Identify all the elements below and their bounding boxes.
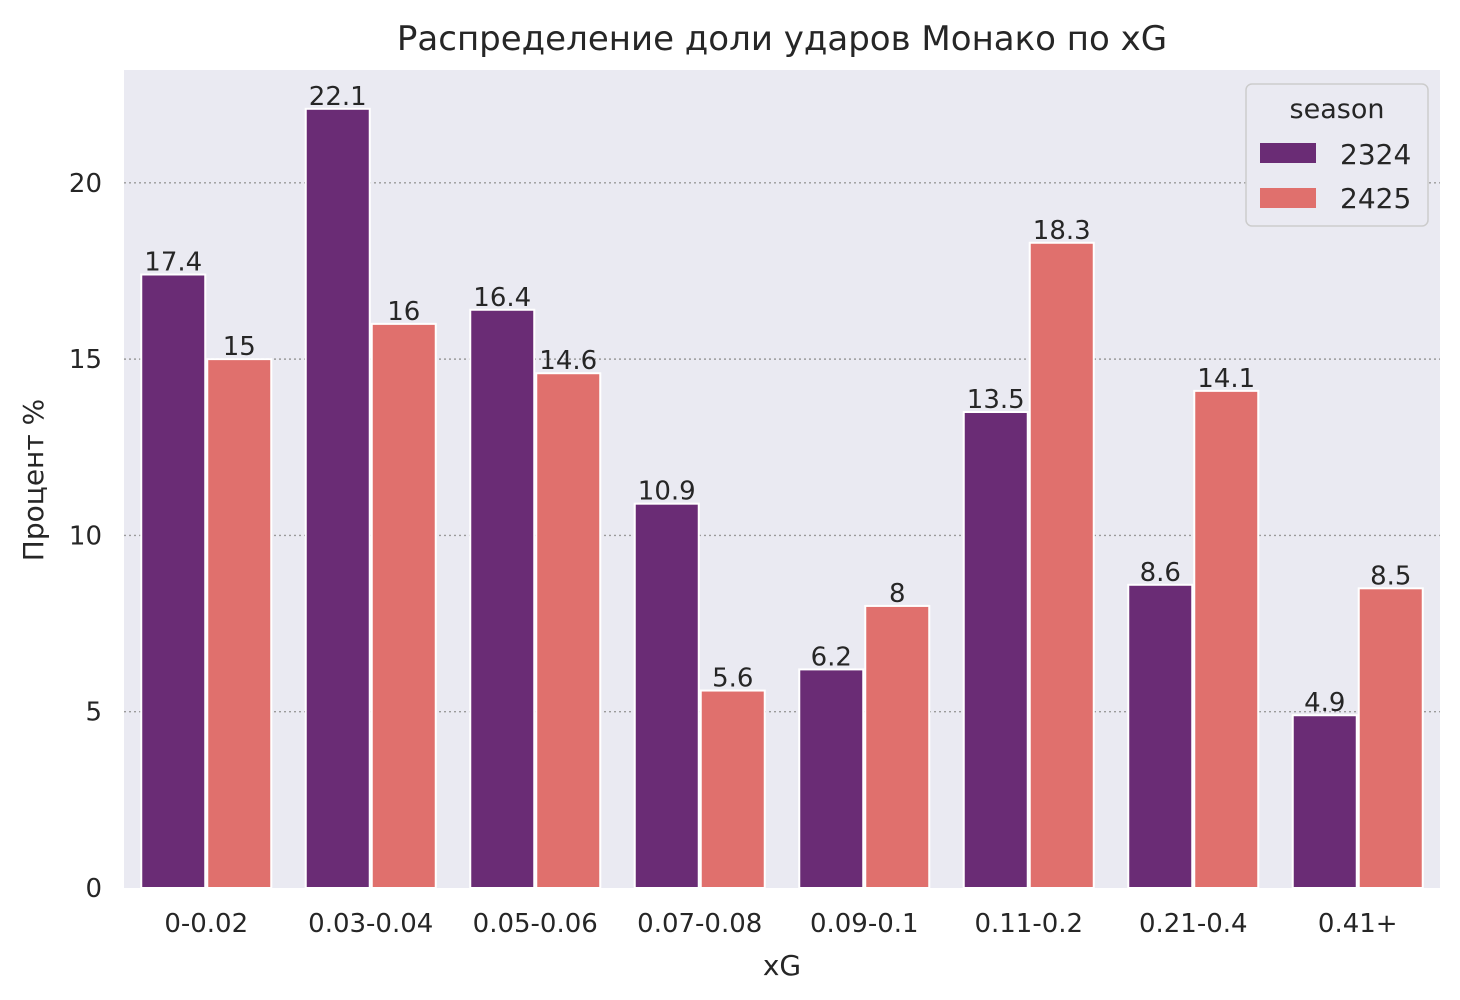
bar-label-2324-0.41+: 4.9 [1304,688,1345,718]
x-ticks: 0-0.02 0.03-0.04 0.05-0.06 0.07-0.08 0.09-0.… [164,909,1397,939]
legend-swatch-2324 [1260,143,1316,163]
y-tick-label: 20 [69,169,102,199]
bar-2425-0.41+ [1357,587,1424,889]
legend-swatch-2425 [1260,188,1316,208]
y-ticks: 0 5 10 15 20 [69,169,102,904]
bar-label-2425-0.03-0.04: 16 [387,297,420,327]
bar-label-2425-0.11-0.2: 18.3 [1033,216,1091,246]
x-tick-label: 0.07-0.08 [637,909,762,939]
bar-2324-0.11-0.2 [962,411,1029,889]
bar-2324-0.03-0.04 [304,107,371,889]
bar-2425-0.21-0.4 [1193,389,1260,889]
x-tick-label: 0.11-0.2 [974,909,1083,939]
x-tick-label: 0-0.02 [164,909,248,939]
bars [140,107,1424,890]
bar-label-2425-0.21-0.4: 14.1 [1197,364,1255,394]
bar-2425-0.07-0.08 [699,689,766,889]
bar-label-2324-0.05-0.06: 16.4 [473,283,531,313]
y-tick-label: 15 [69,345,102,375]
bar-label-2425-0.41+: 8.5 [1370,561,1411,591]
legend-label-2425: 2425 [1340,182,1411,215]
bar-label-2324-0.07-0.08: 10.9 [638,477,696,507]
bar-2324-0-0.02 [140,273,207,889]
bar-label-2425-0.05-0.06: 14.6 [539,346,597,376]
y-tick-label: 0 [85,874,102,904]
x-tick-label: 0.21-0.4 [1139,909,1248,939]
bar-2425-0.09-0.1 [864,604,931,889]
legend-label-2324: 2324 [1340,138,1411,171]
bar-2324-0.05-0.06 [469,308,536,889]
bar-label-2425-0-0.02: 15 [223,332,256,362]
bar-labels: 17.4 15 22.1 16 16.4 14.6 10.9 5.6 6.2 8 13.5 18.3 8… [144,82,1411,718]
x-tick-label: 0.41+ [1318,909,1398,939]
bar-2425-0.03-0.04 [370,322,437,889]
bar-label-2324-0.21-0.4: 8.6 [1140,558,1181,588]
bar-label-2324-0.03-0.04: 22.1 [309,82,367,112]
bar-2425-0.11-0.2 [1028,241,1095,890]
x-tick-label: 0.03-0.04 [308,909,433,939]
bar-2324-0.09-0.1 [798,668,865,889]
y-tick-label: 10 [69,521,102,551]
bar-label-2324-0-0.02: 17.4 [144,248,202,278]
bar-label-2425-0.07-0.08: 5.6 [712,664,753,694]
bar-2324-0.07-0.08 [633,502,700,889]
chart-title: Распределение доли ударов Монако по xG [397,19,1167,59]
y-tick-label: 5 [85,698,102,728]
bar-2425-0.05-0.06 [535,372,602,890]
x-tick-label: 0.09-0.1 [810,909,919,939]
legend: season 2324 2425 [1245,83,1429,227]
bar-2324-0.41+ [1291,714,1358,890]
bar-label-2324-0.11-0.2: 13.5 [967,385,1025,415]
x-axis-label: xG [763,949,801,982]
legend-title: season [1290,94,1385,125]
x-tick-label: 0.05-0.06 [473,909,598,939]
bar-2425-0-0.02 [206,358,273,890]
bar-2324-0.21-0.4 [1127,583,1194,890]
bar-label-2324-0.09-0.1: 6.2 [811,642,852,672]
y-axis-label: Процент % [17,399,50,561]
bar-label-2425-0.09-0.1: 8 [889,579,906,609]
